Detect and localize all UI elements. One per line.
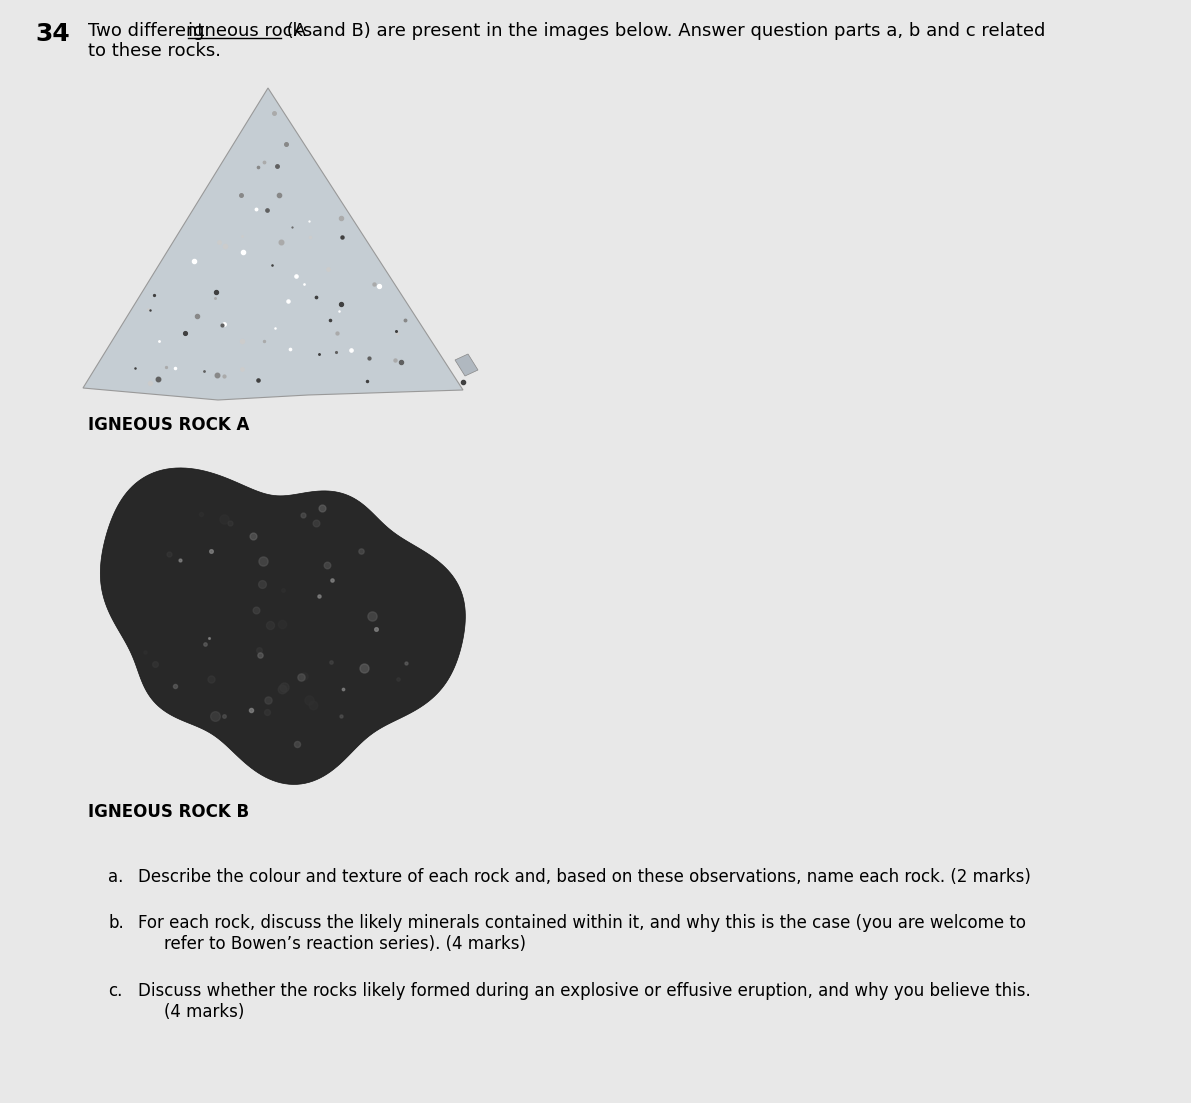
Text: to these rocks.: to these rocks. bbox=[88, 42, 222, 60]
Polygon shape bbox=[100, 468, 466, 784]
Text: refer to Bowen’s reaction series). (4 marks): refer to Bowen’s reaction series). (4 ma… bbox=[164, 935, 526, 953]
Text: For each rock, discuss the likely minerals contained within it, and why this is : For each rock, discuss the likely minera… bbox=[138, 914, 1025, 932]
Text: Two different: Two different bbox=[88, 22, 210, 40]
Text: 34: 34 bbox=[35, 22, 70, 46]
Text: (4 marks): (4 marks) bbox=[164, 1003, 244, 1021]
Text: c.: c. bbox=[108, 982, 123, 1000]
Text: Discuss whether the rocks likely formed during an explosive or effusive eruption: Discuss whether the rocks likely formed … bbox=[138, 982, 1030, 1000]
Text: IGNEOUS ROCK B: IGNEOUS ROCK B bbox=[88, 803, 249, 821]
Text: b.: b. bbox=[108, 914, 124, 932]
Text: (A and B) are present in the images below. Answer question parts a, b and c rela: (A and B) are present in the images belo… bbox=[281, 22, 1046, 40]
Text: Describe the colour and texture of each rock and, based on these observations, n: Describe the colour and texture of each … bbox=[138, 868, 1031, 886]
Text: IGNEOUS ROCK A: IGNEOUS ROCK A bbox=[88, 416, 249, 433]
Text: igneous rocks: igneous rocks bbox=[188, 22, 312, 40]
Polygon shape bbox=[455, 354, 478, 376]
Text: a.: a. bbox=[108, 868, 124, 886]
Polygon shape bbox=[83, 88, 463, 400]
